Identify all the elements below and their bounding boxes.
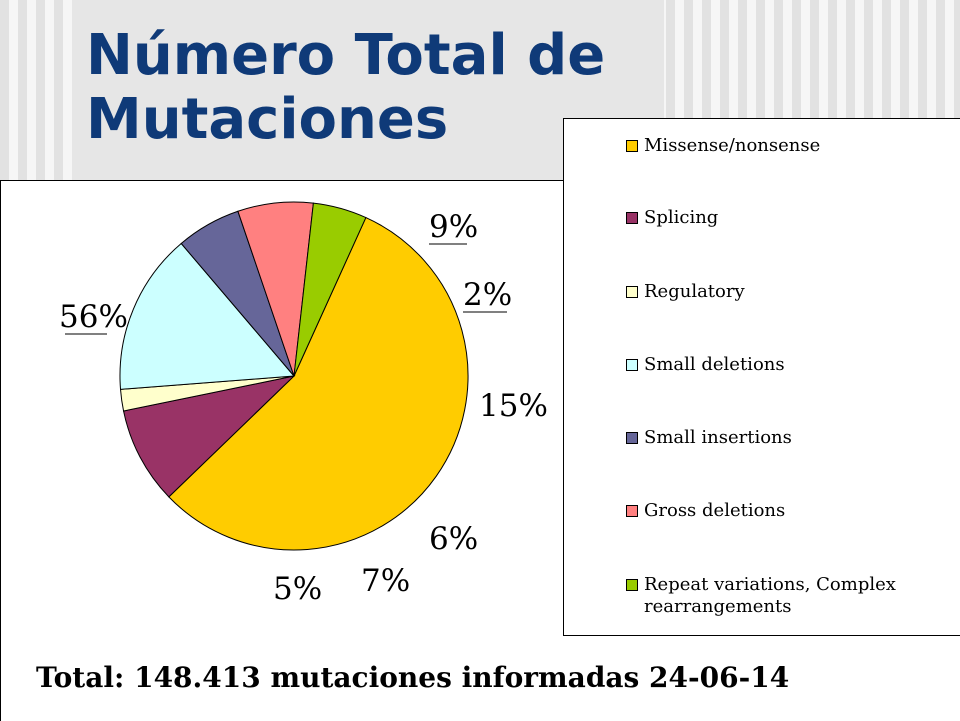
legend-swatch — [626, 286, 638, 298]
legend-label: Gross deletions — [644, 500, 786, 521]
legend-swatch — [626, 579, 638, 591]
legend-label: Small deletions — [644, 354, 785, 375]
slide-title: Número Total de Mutaciones — [86, 24, 605, 152]
total-footnote: Total: 148.413 mutaciones informadas 24-… — [36, 661, 790, 694]
title-line-1: Número Total de — [86, 23, 606, 88]
pie-label-small-insertions: 6% — [429, 521, 478, 557]
legend-swatch — [626, 212, 638, 224]
pie-slice-splicing — [122, 375, 296, 498]
pie-label-regulatory: 2% — [463, 277, 512, 313]
pie-slice-small-deletions — [119, 242, 296, 390]
legend-label: Splicing — [644, 207, 719, 228]
pie-label-repeat-variations-complex-rearrangements: 5% — [273, 571, 322, 607]
pie-label-missense-nonsense: 56% — [59, 299, 128, 335]
chart-legend: Missense/nonsense Splicing Regulatory Sm… — [563, 118, 960, 636]
legend-swatch — [626, 359, 638, 371]
legend-swatch — [626, 432, 638, 444]
legend-swatch — [626, 505, 638, 517]
pie-label-splicing: 9% — [429, 209, 478, 245]
legend-label: Small insertions — [644, 427, 792, 448]
legend-label: Missense/nonsense — [644, 135, 821, 156]
legend-swatch — [626, 140, 638, 152]
pie-slice-missense-nonsense — [168, 216, 469, 551]
pie-chart: 56% 9% 2% 15% 6% 7% 5% — [59, 201, 548, 607]
legend-label: Regulatory — [644, 281, 745, 302]
pie-slice-repeat-variations-complex-rearrangements — [293, 202, 367, 377]
pie-label-gross-deletions: 7% — [361, 563, 410, 599]
pie-label-small-deletions: 15% — [479, 388, 548, 424]
title-line-2: Mutaciones — [86, 87, 449, 152]
legend-label: Repeat variations, Complex rearrangement… — [644, 574, 896, 617]
